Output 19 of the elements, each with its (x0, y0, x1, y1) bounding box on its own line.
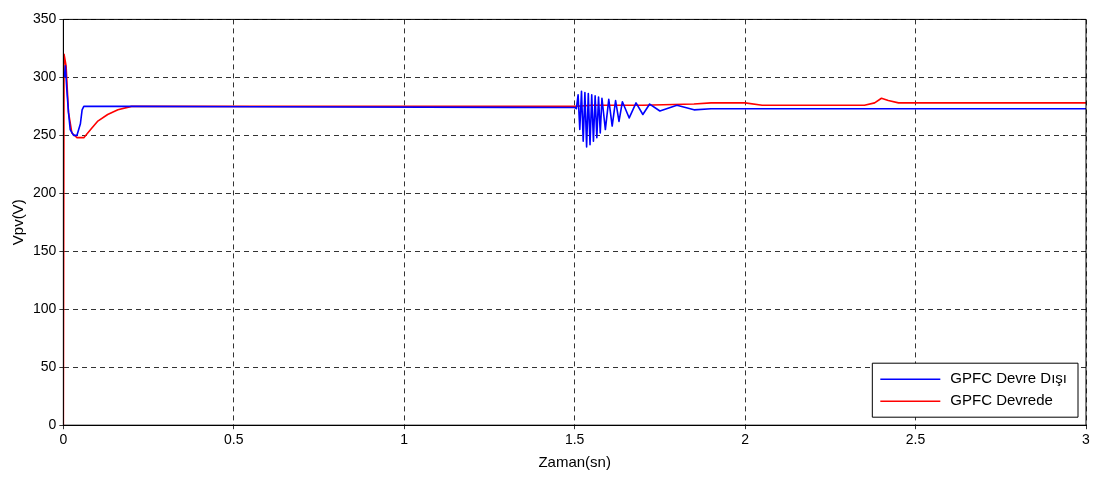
x-tick-label: 2 (741, 431, 750, 448)
x-tick-label: 3 (1082, 431, 1091, 448)
x-tick-label: 0.5 (224, 431, 244, 448)
x-tick-label: 2.5 (905, 431, 926, 448)
x-axis-title: Zaman(sn) (538, 453, 611, 471)
legend-label: GPFC Devrede (950, 391, 1053, 409)
x-tick-label: 1 (400, 431, 409, 448)
legend-label: GPFC Devre Dışı (950, 369, 1068, 387)
y-axis-title: Vpv(V) (9, 199, 27, 246)
y-tick-label: 150 (33, 242, 57, 259)
y-tick-label: 100 (33, 300, 57, 317)
x-tick-label: 0 (59, 431, 68, 448)
y-tick-label: 0 (48, 416, 57, 433)
y-tick-label: 250 (33, 126, 57, 143)
y-tick-label: 300 (33, 68, 57, 85)
y-tick-label: 200 (33, 184, 57, 201)
y-tick-label: 350 (33, 10, 57, 27)
x-tick-label: 1.5 (564, 431, 585, 448)
y-tick-label: 50 (40, 358, 57, 375)
